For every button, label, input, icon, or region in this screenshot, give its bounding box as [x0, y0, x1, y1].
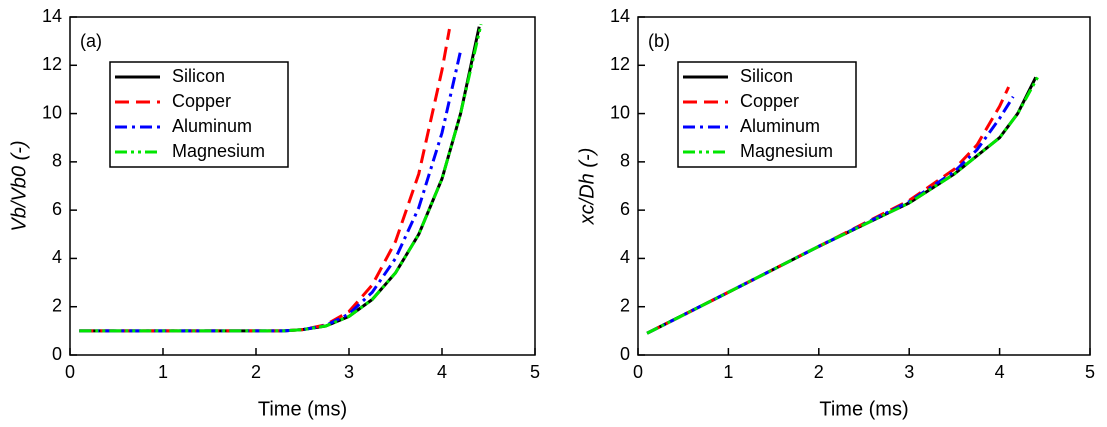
y-tick-label: 14	[42, 6, 62, 26]
y-axis-title: xc/Dh (-)	[576, 148, 598, 226]
x-tick-label: 5	[1085, 362, 1095, 382]
annotation: (a)	[80, 31, 102, 51]
legend-label: Silicon	[740, 66, 793, 86]
x-tick-label: 0	[633, 362, 643, 382]
x-axis-title: Time (ms)	[819, 398, 908, 420]
y-tick-label: 8	[620, 151, 630, 171]
x-tick-label: 3	[904, 362, 914, 382]
y-tick-label: 0	[620, 344, 630, 364]
legend-label: Aluminum	[740, 116, 820, 136]
x-tick-label: 2	[814, 362, 824, 382]
x-tick-label: 3	[344, 362, 354, 382]
plot-frame	[69, 16, 536, 356]
y-tick-label: 0	[52, 344, 62, 364]
x-tick-label: 5	[530, 362, 540, 382]
y-tick-label: 6	[620, 199, 630, 219]
y-tick-label: 6	[52, 199, 62, 219]
x-tick-label: 1	[723, 362, 733, 382]
y-tick-label: 12	[610, 54, 630, 74]
x-tick-label: 1	[158, 362, 168, 382]
series-line	[79, 23, 483, 333]
y-tick-label: 10	[610, 102, 630, 122]
x-tick-label: 2	[251, 362, 261, 382]
legend-label: Copper	[172, 91, 231, 111]
x-tick-label: 4	[995, 362, 1005, 382]
legend-label: Magnesium	[740, 141, 833, 161]
x-tick-label: 0	[65, 362, 75, 382]
plot-frame	[637, 16, 1091, 356]
annotation: (b)	[648, 31, 670, 51]
legend-box	[677, 61, 857, 168]
y-tick-label: 14	[610, 6, 630, 26]
y-tick-label: 10	[42, 102, 62, 122]
legend-label: Aluminum	[172, 116, 252, 136]
legend-label: Silicon	[172, 66, 225, 86]
y-tick-label: 4	[52, 247, 62, 267]
y-tick-label: 4	[620, 247, 630, 267]
y-tick-label: 8	[52, 151, 62, 171]
y-tick-label: 2	[620, 295, 630, 315]
legend-label: Copper	[740, 91, 799, 111]
y-axis-title: Vb/Vb0 (-)	[8, 140, 30, 231]
legend-label: Magnesium	[172, 141, 265, 161]
x-axis-title: Time (ms)	[258, 398, 347, 420]
y-tick-label: 12	[42, 54, 62, 74]
series-line	[646, 76, 1039, 335]
x-tick-label: 4	[437, 362, 447, 382]
y-tick-label: 2	[52, 295, 62, 315]
legend-box	[109, 61, 289, 168]
